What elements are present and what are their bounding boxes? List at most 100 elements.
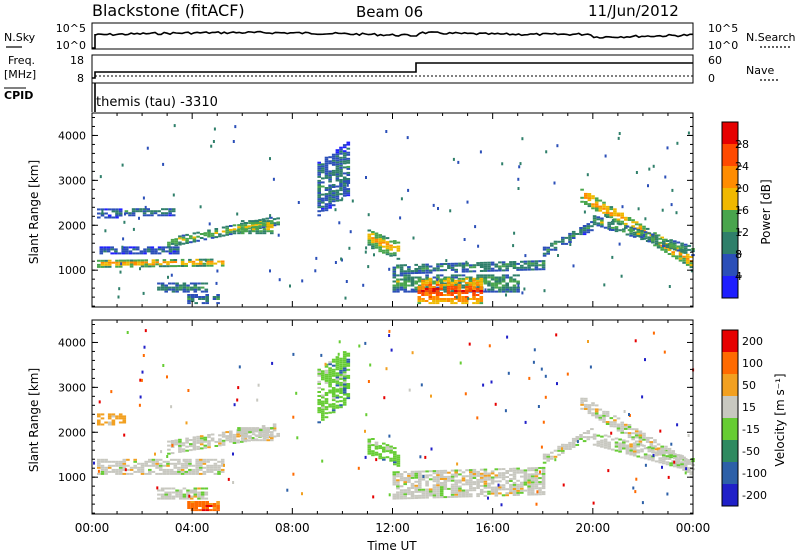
data-cell xyxy=(324,195,329,198)
data-cell xyxy=(620,274,623,278)
data-cell xyxy=(232,442,237,444)
data-cell xyxy=(535,502,538,506)
data-cell xyxy=(482,383,485,387)
data-cell xyxy=(651,237,655,240)
data-cell xyxy=(107,417,112,420)
data-cell xyxy=(321,396,325,399)
data-cell xyxy=(209,509,213,512)
data-cell xyxy=(164,497,168,500)
data-cell xyxy=(538,260,542,263)
data-cell xyxy=(636,443,641,446)
data-cell xyxy=(321,197,325,200)
data-cell xyxy=(399,216,402,220)
data-cell xyxy=(124,212,126,216)
data-cell xyxy=(584,201,588,203)
colorbar-swatch xyxy=(722,484,738,506)
data-cell xyxy=(479,472,484,475)
data-cell xyxy=(605,415,610,417)
data-cell xyxy=(346,383,351,385)
data-cell xyxy=(410,476,415,479)
data-cell xyxy=(270,224,274,227)
data-cell xyxy=(410,470,415,473)
data-cell xyxy=(321,205,325,208)
data-cell xyxy=(658,451,662,454)
data-cell xyxy=(479,491,484,493)
data-cell xyxy=(371,239,375,242)
data-cell xyxy=(331,407,336,410)
data-cell xyxy=(611,219,614,223)
data-cell xyxy=(600,445,604,448)
data-cell xyxy=(446,287,451,290)
data-cell xyxy=(587,408,592,411)
data-cell xyxy=(454,475,458,478)
data-cell xyxy=(675,456,679,459)
data-cell xyxy=(654,242,659,245)
data-cell xyxy=(487,282,491,285)
data-cell xyxy=(187,501,191,503)
data-cell xyxy=(418,490,422,493)
data-cell xyxy=(618,438,622,441)
data-cell xyxy=(115,472,119,475)
data-cell xyxy=(512,244,515,248)
data-cell xyxy=(99,246,104,249)
data-cell xyxy=(140,378,143,382)
data-cell xyxy=(436,470,440,472)
data-cell xyxy=(465,284,469,287)
data-cell xyxy=(247,227,251,230)
data-cell xyxy=(342,186,347,189)
data-cell xyxy=(371,237,375,240)
data-cell xyxy=(367,380,370,383)
data-cell xyxy=(342,387,347,390)
data-cell xyxy=(421,279,425,282)
data-cell xyxy=(660,236,664,239)
data-cell xyxy=(685,263,690,266)
data-cell xyxy=(244,226,249,229)
data-cell xyxy=(189,237,193,240)
data-cell xyxy=(167,245,171,248)
data-cell xyxy=(232,230,237,233)
data-cell xyxy=(512,274,517,277)
data-cell xyxy=(461,495,466,498)
data-cell xyxy=(328,204,332,207)
data-cell xyxy=(417,292,422,294)
data-cell xyxy=(622,445,626,448)
data-cell xyxy=(328,371,332,374)
data-cell xyxy=(321,372,325,375)
data-cell xyxy=(335,406,340,409)
data-cell xyxy=(439,494,444,497)
data-cell xyxy=(505,293,507,297)
data-cell xyxy=(564,443,569,446)
data-cell xyxy=(139,267,141,271)
data-cell xyxy=(542,457,547,460)
data-cell xyxy=(321,414,325,417)
data-cell xyxy=(251,228,256,231)
data-cell xyxy=(180,464,185,467)
colorbar-swatch xyxy=(722,462,738,484)
data-cell xyxy=(335,358,340,361)
data-cell xyxy=(207,446,211,449)
data-cell xyxy=(605,212,610,214)
data-cell xyxy=(636,234,641,237)
data-cell xyxy=(324,160,329,163)
data-cell xyxy=(164,212,169,215)
data-cell xyxy=(530,264,535,267)
data-cell xyxy=(528,376,531,380)
data-cell xyxy=(490,282,495,285)
data-cell xyxy=(229,233,233,236)
data-cell xyxy=(317,380,321,383)
data-cell xyxy=(171,290,176,293)
data-cell xyxy=(385,253,390,256)
data-cell xyxy=(483,280,488,283)
data-cell xyxy=(589,365,592,369)
data-cell xyxy=(564,445,569,448)
data-cell xyxy=(317,409,321,412)
data-cell xyxy=(328,385,332,388)
data-cell xyxy=(265,432,270,435)
data-cell xyxy=(490,488,495,491)
data-cell xyxy=(403,493,407,496)
data-cell xyxy=(240,220,245,223)
data-cell xyxy=(213,466,218,469)
data-cell xyxy=(200,286,205,289)
data-cell xyxy=(184,265,188,267)
data-cell xyxy=(439,476,444,478)
